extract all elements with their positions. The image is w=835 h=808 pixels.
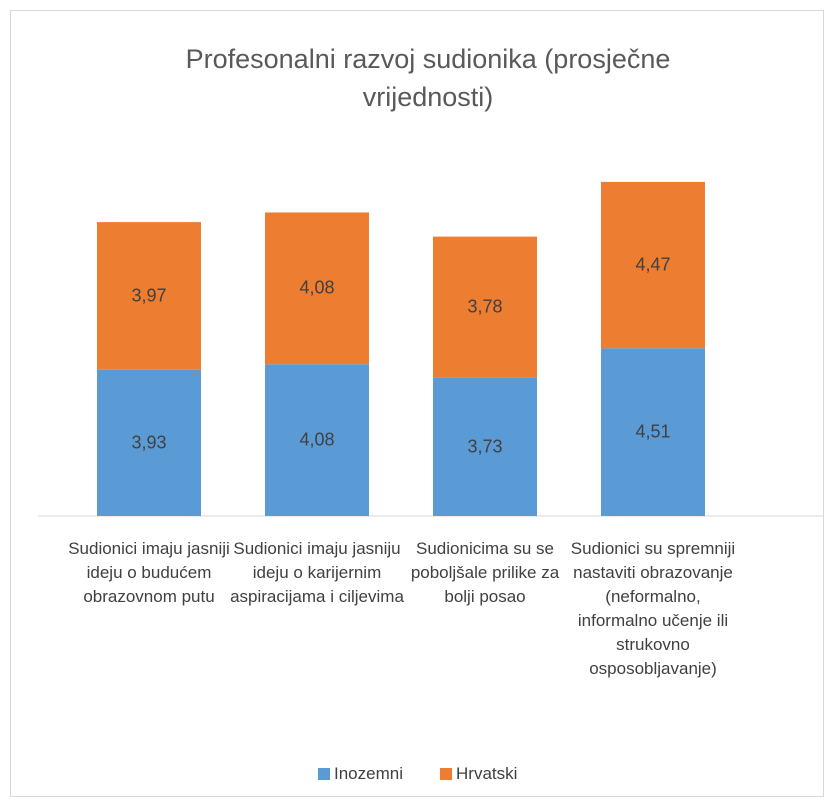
data-label: 3,93 (131, 432, 167, 453)
bar-segment (97, 369, 201, 516)
bar-segment (433, 236, 537, 378)
data-label: 4,47 (635, 254, 671, 275)
legend-item: Hrvatski (440, 764, 517, 784)
chart-title: Profesonalni razvoj sudionika (prosječne… (185, 44, 671, 112)
data-label: 4,51 (635, 421, 671, 442)
x-tick-label: Sudionicima su se poboljšale prilike za … (410, 539, 560, 606)
data-label: 4,08 (299, 429, 335, 450)
chart-frame (10, 10, 824, 797)
bar-segment (97, 222, 201, 370)
x-tick-label: Sudionici imaju jasniji ideju o budućem … (68, 539, 230, 606)
bar-segment (601, 348, 705, 516)
data-label: 3,78 (467, 296, 503, 317)
legend-swatch (440, 768, 452, 780)
x-tick-label: Sudionici su spremniji nastaviti obrazov… (570, 539, 736, 678)
data-label: 3,97 (131, 285, 167, 306)
legend-label: Hrvatski (456, 764, 518, 783)
bar-segment (265, 212, 369, 365)
legend-label: Inozemni (334, 764, 403, 783)
bar-segment (433, 377, 537, 516)
data-label: 3,73 (467, 436, 503, 457)
bar-segment (601, 181, 705, 349)
data-label: 4,08 (299, 277, 335, 298)
x-tick-label: Sudionici imaju jasniju ideju o karijern… (230, 539, 404, 606)
legend-item: Inozemni (318, 764, 403, 784)
bar-segment (265, 364, 369, 516)
legend-swatch (318, 768, 330, 780)
